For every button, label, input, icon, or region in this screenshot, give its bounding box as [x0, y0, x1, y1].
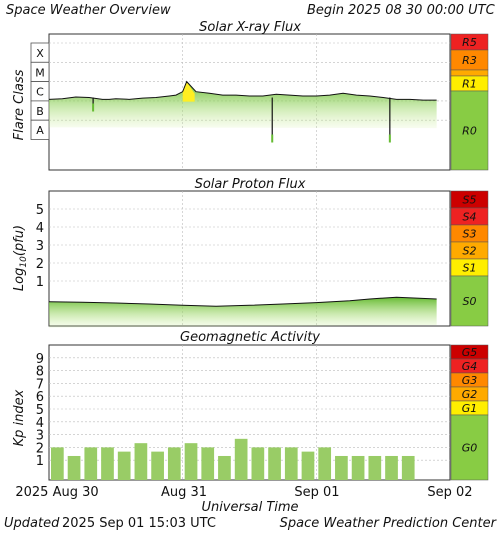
- kp-bar: [385, 455, 398, 480]
- xray-dropout-tail: [388, 134, 391, 143]
- kp-bar: [351, 455, 365, 480]
- geomag-plot-area: [48, 344, 451, 481]
- kp-bar: [318, 447, 332, 480]
- geomag-title: Geomagnetic Activity: [180, 330, 320, 345]
- proton-ytick: 3: [36, 239, 44, 254]
- xray-scale-label: R0: [462, 125, 477, 138]
- geomag-scale-label: G1: [462, 402, 478, 415]
- xray-class-label: X: [36, 47, 44, 60]
- xray-area: [49, 81, 437, 129]
- geomag-scale-label: G0: [462, 442, 478, 455]
- xray-series: [48, 80, 437, 143]
- kp-bar: [284, 447, 298, 480]
- updated-label: Updated: [4, 516, 60, 531]
- xray-flare-highlight: [182, 81, 195, 102]
- x-tick-sep02: Sep 02: [427, 485, 472, 500]
- proton-scale-label: S0: [463, 295, 477, 308]
- kp-bar: [151, 451, 164, 480]
- proton-area: [49, 297, 437, 328]
- kp-ytick: 4: [36, 416, 44, 431]
- proton-scale-label: S3: [463, 228, 477, 241]
- x-tick-aug31: Aug 31: [161, 485, 207, 500]
- xray-scale-segment: [450, 69, 489, 77]
- proton-ylabel: Log10(pfu): [12, 225, 29, 291]
- xray-class-box: [30, 119, 50, 140]
- kp-bar: [84, 447, 98, 480]
- xray-dropout-tail: [92, 103, 95, 112]
- xray-scale-label: R3: [462, 54, 477, 67]
- proton-ytick: 2: [36, 257, 44, 272]
- kp-bar: [117, 451, 131, 480]
- kp-ytick: 7: [36, 377, 44, 392]
- proton-ytick: 4: [36, 221, 44, 236]
- x-tick-sep01: Sep 01: [294, 485, 339, 500]
- x-tick-aug30: 2025 Aug 30: [15, 485, 98, 500]
- kp-bar: [67, 455, 81, 480]
- kp-bar: [251, 447, 265, 480]
- kp-bar: [101, 447, 114, 480]
- kp-bars: [51, 438, 415, 480]
- kp-bar: [335, 455, 348, 480]
- proton-line: [48, 296, 437, 307]
- kp-bar: [51, 447, 64, 480]
- kp-ytick: 8: [36, 365, 44, 380]
- proton-title: Solar Proton Flux: [195, 177, 306, 192]
- geomag-scale-label: G2: [462, 388, 478, 401]
- kp-ytick: 9: [36, 352, 44, 367]
- proton-ytick: 1: [36, 275, 44, 290]
- x-axis-label: Universal Time: [201, 500, 298, 515]
- proton-scale-label: S1: [463, 262, 477, 275]
- proton-scale-segment: [450, 275, 489, 327]
- kp-bar: [401, 455, 415, 480]
- kp-bar: [134, 443, 148, 480]
- xray-dropout-tail: [271, 134, 274, 143]
- kp-bar: [301, 451, 315, 480]
- xray-scale-label: R5: [462, 36, 477, 49]
- proton-ytick: 5: [36, 203, 44, 218]
- xray-class-label: B: [36, 105, 44, 118]
- proton-scale-label: S4: [463, 211, 477, 224]
- kp-ytick: 6: [36, 390, 44, 405]
- xray-line: [48, 80, 437, 101]
- kp-bar: [201, 447, 215, 480]
- xray-class-label: C: [36, 86, 44, 99]
- begin-label: Begin: [307, 3, 344, 18]
- xray-ylabel: Flare Class: [12, 69, 27, 140]
- page-title: Space Weather Overview: [6, 3, 171, 18]
- kp-bar: [268, 447, 281, 480]
- geomag-scale-label: G4: [462, 360, 478, 373]
- geomag-scale-label: G5: [462, 346, 478, 359]
- updated-time: 2025 Sep 01 15:03 UTC: [62, 516, 216, 531]
- proton-series: [48, 296, 437, 328]
- kp-ytick: 2: [36, 441, 44, 456]
- kp-bar: [368, 455, 382, 480]
- kp-ytick: 5: [36, 403, 44, 418]
- geomag-scale-segment: [450, 414, 489, 481]
- begin-date: 2025 08 30 00:00 UTC: [348, 3, 496, 18]
- xray-scale-segment: [450, 90, 489, 171]
- proton-scale-label: S5: [463, 194, 477, 207]
- xray-title: Solar X-ray Flux: [199, 20, 301, 35]
- kp-bar: [184, 443, 198, 480]
- geomag-ylabel: Kp index: [12, 389, 27, 446]
- proton-scale-label: S2: [463, 245, 477, 258]
- source-credit: Space Weather Prediction Center: [280, 516, 498, 531]
- kp-ytick: 3: [36, 429, 44, 444]
- xray-class-label: A: [36, 124, 44, 137]
- kp-bar: [218, 455, 231, 480]
- xray-class-label: M: [35, 66, 45, 79]
- geomag-scale-label: G3: [462, 374, 478, 387]
- kp-bar: [234, 438, 248, 480]
- kp-bar: [167, 447, 181, 480]
- xray-scale-label: R1: [462, 78, 477, 91]
- kp-ytick: 1: [36, 454, 44, 469]
